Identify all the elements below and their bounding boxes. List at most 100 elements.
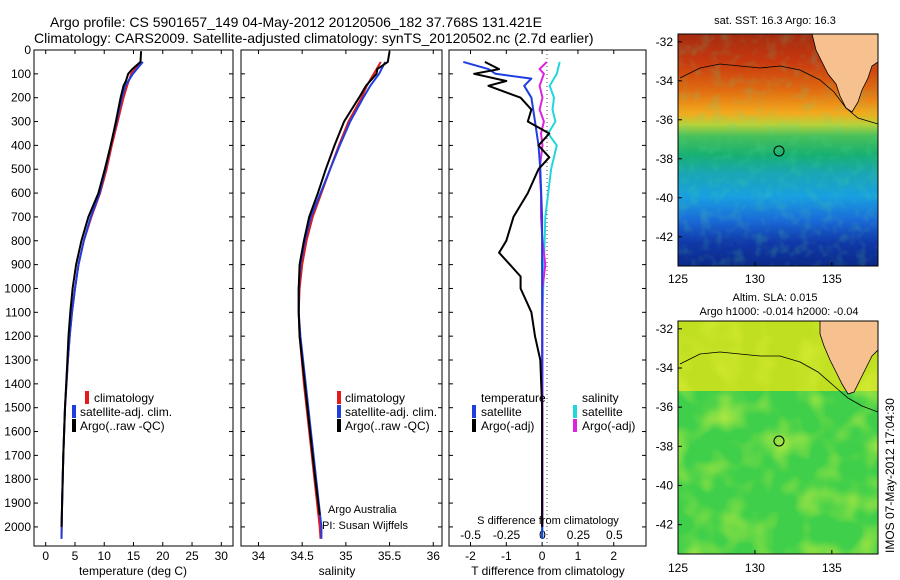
sst-map-title: sat. SST: 16.3 Argo: 16.3 (714, 15, 836, 27)
s-tick-label: 0.25 (567, 528, 591, 542)
sla-map-title2: Argo h1000: -0.014 h2000: -0.04 (699, 306, 858, 318)
salinity-lines (297, 51, 391, 539)
map-x-tick-label: 125 (668, 561, 688, 575)
difference-panel-frame (448, 49, 647, 547)
depth-tick-label: 200 (11, 91, 31, 105)
depth-tick-label: 100 (11, 67, 31, 81)
legend-swatch-sal-argo (573, 419, 577, 432)
salinity-axis-ticks: 34 34.5 35 35.5 36 (241, 49, 442, 563)
figure-title-line2: Climatology: CARS2009. Satellite-adjuste… (34, 30, 594, 46)
sla-map-ticks: -32 -34 -36 -38 -40 -42 125 130 135 (656, 322, 843, 575)
salinity-xlabel: salinity (319, 564, 356, 578)
depth-tick-label: 700 (11, 210, 31, 224)
map-x-tick-label: 135 (822, 272, 842, 286)
depth-tick-label: 0 (24, 43, 31, 57)
s-tick-label: -0.25 (493, 528, 521, 542)
legend-label-argo: Argo(..raw -QC) (80, 419, 165, 433)
map-y-tick-label: -40 (656, 191, 674, 205)
sla-argo-marker (773, 435, 785, 447)
depth-tick-label: 1800 (4, 472, 31, 486)
depth-tick-label: 400 (11, 138, 31, 152)
legend-salinity-heading: salinity (582, 391, 619, 405)
legend-swatch-temp-satellite (472, 405, 476, 418)
x-tick-label: 1 (575, 549, 582, 563)
legend-temperature-heading: temperature (481, 391, 546, 405)
x-tick-label: 5 (72, 549, 79, 563)
series-temperature-argo-adj- (473, 61, 551, 527)
x-tick-label: 36 (427, 549, 441, 563)
temperature-panel-frame (33, 49, 234, 547)
map-y-tick-label: -42 (656, 230, 674, 244)
sst-map-field (678, 34, 878, 266)
x-tick-label: 30 (215, 549, 229, 563)
legend-label-sal-argo: Argo(-adj) (582, 419, 635, 433)
salinity-panel-frame (240, 49, 443, 547)
sst-map-ticks: -32 -34 -36 -38 -40 -42 125 130 135 (656, 35, 843, 286)
imos-timestamp: IMOS 07-May-2012 17:04:30 (883, 398, 897, 553)
sla-bathymetry-contour (679, 351, 878, 413)
legend-label-temp-argo: Argo(-adj) (481, 419, 534, 433)
s-tick-label: -0.5 (460, 528, 481, 542)
x-tick-label: 0 (539, 549, 546, 563)
legend-label-climatology: climatology (94, 391, 154, 405)
legend-swatch-climatology (337, 391, 341, 404)
legend-label-climatology: climatology (345, 391, 405, 405)
depth-tick-label: 1500 (4, 401, 31, 415)
x-tick-label: 34.5 (290, 549, 314, 563)
sla-map: Altim. SLA: 0.015 Argo h1000: -0.014 h20… (656, 292, 879, 575)
sst-map-frame (677, 33, 879, 267)
difference-panel: -2 -1 0 1 2-0.5 -0.25 0 0.25 0.5 temperature sat… (448, 49, 647, 578)
depth-tick-label: 800 (11, 234, 31, 248)
x-tick-label: -1 (501, 549, 512, 563)
sla-map-title1: Altim. SLA: 0.015 (733, 292, 818, 304)
depth-tick-label: 300 (11, 115, 31, 129)
depth-tick-label: 1700 (4, 448, 31, 462)
temperature-legend: climatology satellite-adj. clim. Argo(..… (72, 391, 172, 433)
sla-land-mass (820, 321, 878, 394)
map-y-tick-label: -34 (656, 74, 674, 88)
sst-coastline (811, 34, 878, 113)
salinity-note-pi: PI: Susan Wijffels (322, 520, 408, 532)
depth-tick-label: 1400 (4, 377, 31, 391)
series-argo-raw-qc- (60, 51, 143, 527)
salinity-note-org: Argo Australia (328, 504, 397, 516)
x-tick-label: 15 (127, 549, 141, 563)
x-tick-label: 34 (252, 549, 266, 563)
x-tick-label: 35.5 (378, 549, 402, 563)
sst-argo-marker (773, 145, 785, 157)
depth-tick-label: 900 (11, 258, 31, 272)
legend-label-argo: Argo(..raw -QC) (345, 419, 430, 433)
map-x-tick-label: 135 (822, 561, 842, 575)
legend-swatch-satellite (72, 405, 76, 418)
depth-tick-label: 1600 (4, 425, 31, 439)
temperature-lines (60, 51, 144, 539)
map-y-tick-label: -32 (656, 322, 674, 336)
map-y-tick-label: -36 (656, 400, 674, 414)
difference-axis-ticks: -2 -1 0 1 2-0.5 -0.25 0 0.25 0.5 (449, 49, 646, 563)
sla-map-frame (677, 320, 879, 555)
legend-label-temp-satellite: satellite (481, 405, 522, 419)
x-tick-label: 2 (610, 549, 617, 563)
depth-tick-label: 1000 (4, 281, 31, 295)
difference-xlabel: T difference from climatology (471, 564, 625, 578)
map-y-tick-label: -36 (656, 113, 674, 127)
sla-coastline (819, 321, 878, 395)
legend-label-satellite: satellite-adj. clim. (345, 405, 437, 419)
depth-tick-label: 500 (11, 162, 31, 176)
map-y-tick-label: -38 (656, 152, 674, 166)
difference-lines (463, 60, 561, 539)
salinity-panel: 34 34.5 35 35.5 36 climatology satellite-adj… (240, 49, 443, 578)
legend-swatch-temp-argo (472, 419, 476, 432)
temperature-xlabel: temperature (deg C) (79, 564, 187, 578)
depth-tick-label: 1300 (4, 353, 31, 367)
legend-swatch-argo (72, 419, 76, 432)
temperature-axis-ticks: 0100200300400500600700800900100011001200… (4, 43, 233, 563)
legend-swatch-argo (337, 419, 341, 432)
map-y-tick-label: -40 (656, 478, 674, 492)
depth-tick-label: 2000 (4, 520, 31, 534)
s-difference-label: S difference from climatology (477, 515, 619, 527)
map-y-tick-label: -34 (656, 361, 674, 375)
figure-title-line1: Argo profile: CS 5901657_149 04-May-2012… (50, 14, 542, 30)
x-tick-label: -2 (465, 549, 476, 563)
